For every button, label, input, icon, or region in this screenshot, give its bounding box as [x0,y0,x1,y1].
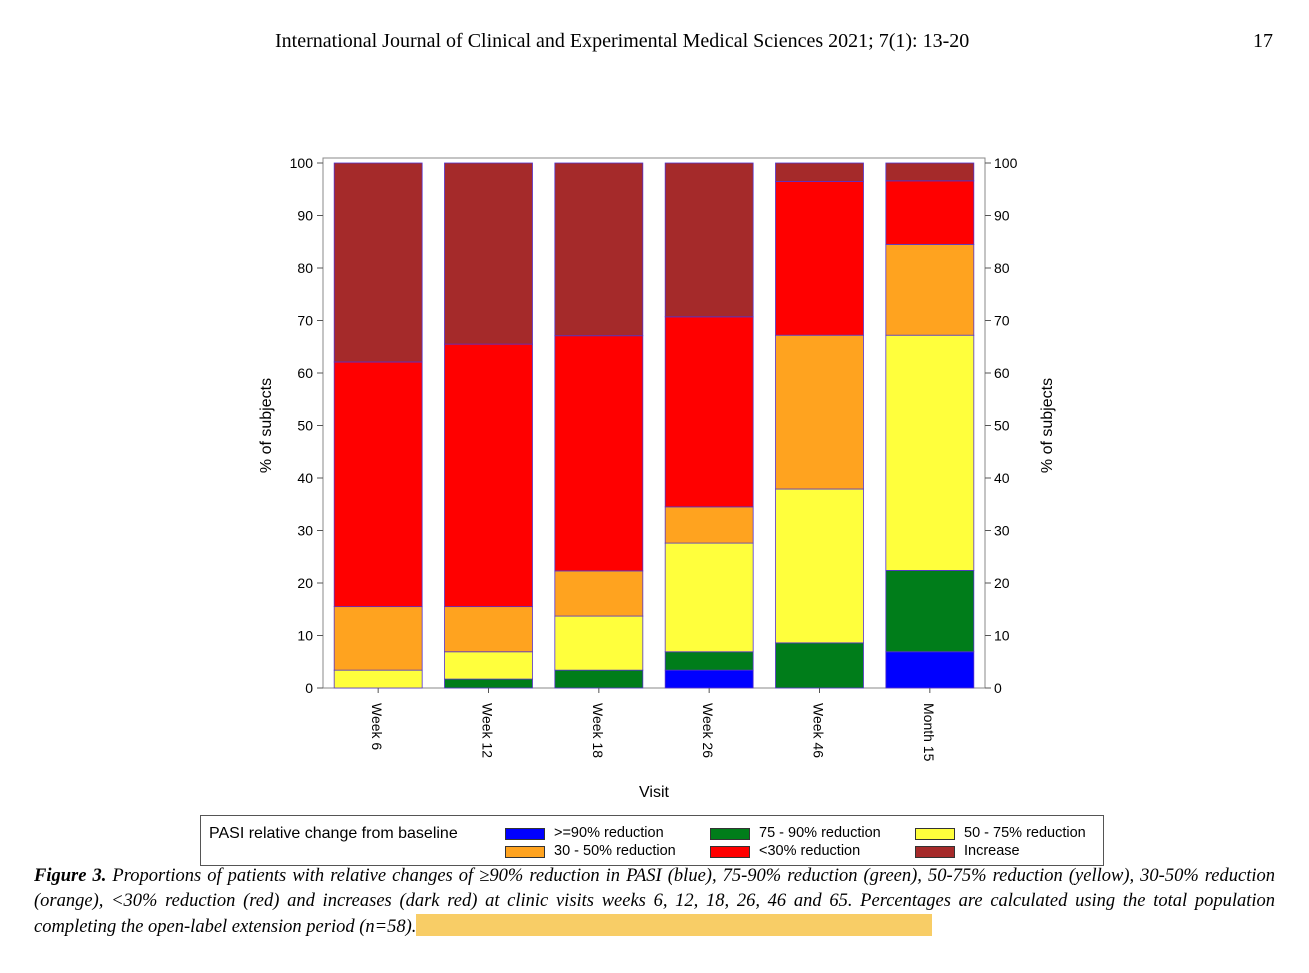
y-tick-label-left: 80 [297,260,313,276]
bar-segment [885,180,975,245]
y-tick-label-right: 20 [994,575,1010,591]
bar-segment [664,506,754,544]
running-header: International Journal of Clinical and Ex… [0,30,1309,60]
y-tick-label-left: 70 [297,313,313,329]
x-tick-label: Week 12 [480,703,496,758]
y-axis-label-left: % of subjects [258,378,275,473]
legend-label: <30% reduction [759,843,861,859]
y-tick-label-left: 50 [297,418,313,434]
y-tick-label-right: 10 [994,628,1010,644]
y-tick-label-left: 20 [297,575,313,591]
bar-segment [885,570,975,653]
y-tick-label-left: 0 [305,680,313,696]
bar-segment [554,615,644,671]
x-tick-label: Week 26 [700,703,716,758]
bar-segment [664,162,754,318]
bar-segment [444,651,533,680]
y-tick-label-right: 80 [994,260,1010,276]
figure-caption: Figure 3. Proportions of patients with r… [34,864,1275,940]
y-axis-label-right: % of subjects [1039,378,1056,473]
legend-title: PASI relative change from baseline [209,825,458,842]
y-tick-label-left: 90 [297,208,313,224]
bar-segment [444,343,533,608]
y-tick-label-right: 40 [994,470,1010,486]
y-tick-label-left: 30 [297,523,313,539]
bar-segment [775,334,864,490]
y-tick-label-right: 90 [994,208,1010,224]
y-tick-label-right: 0 [994,680,1002,696]
y-tick-label-right: 60 [994,365,1010,381]
legend-label: Increase [964,843,1020,859]
bar-segment [444,606,533,653]
bar-segment [444,678,533,689]
bar-segment [885,243,975,336]
journal-title: International Journal of Clinical and Ex… [275,30,970,52]
y-tick-label-right: 30 [994,523,1010,539]
bar-segment [775,488,864,644]
x-axis-label: Visit [639,784,669,801]
legend-label: 30 - 50% reduction [554,843,676,859]
bar-segment [664,542,754,653]
y-tick-label-left: 10 [297,628,313,644]
bar-segment [775,180,864,336]
bar-segment [333,606,423,671]
y-tick-label-left: 60 [297,365,313,381]
bar-segment [333,162,423,363]
y-tick-label-right: 50 [994,418,1010,434]
legend-label: 50 - 75% reduction [964,825,1086,841]
x-tick-label: Week 18 [590,703,606,758]
bar-segment [554,669,644,689]
bar-segment [333,361,423,608]
y-tick-label-left: 40 [297,470,313,486]
bar-segment [554,335,644,572]
legend-swatch [915,828,955,840]
bar-segment [554,162,644,337]
x-tick-label: Week 46 [811,703,827,758]
legend: PASI relative change from baseline >=90%… [200,815,1104,866]
bar-segment [664,651,754,671]
plot-frame [322,157,986,689]
legend-label: >=90% reduction [554,825,664,841]
caption-label: Figure 3. [34,866,107,886]
legend-swatch [505,846,545,858]
x-tick-label: Month 15 [921,703,937,762]
x-tick-label: Week 6 [369,703,385,750]
bar-segment [885,334,975,571]
bar-segment [775,642,864,689]
stacked-bar-chart: 0 0 10 10 20 20 30 30 40 40 50 50 60 60 70 70 80 80 90 90 10… [258,155,1056,801]
bar-segment [775,162,864,182]
legend-swatch [710,828,750,840]
legend-swatch [505,828,545,840]
caption-highlight [416,914,933,936]
bar-segment [554,570,644,617]
bar-segment [664,316,754,508]
bar-segment [444,162,533,345]
y-tick-label-right: 100 [994,155,1018,171]
bar-segment [885,651,975,689]
legend-label: 75 - 90% reduction [759,825,881,841]
bar-segment [664,669,754,689]
bar-segment [333,669,423,689]
page-number: 17 [1253,30,1273,52]
bar-segment [885,162,975,182]
y-tick-label-right: 70 [994,313,1010,329]
legend-swatch [710,846,750,858]
caption-text: Proportions of patients with relative ch… [34,866,1276,937]
y-tick-label-left: 100 [290,155,314,171]
legend-swatch [915,846,955,858]
